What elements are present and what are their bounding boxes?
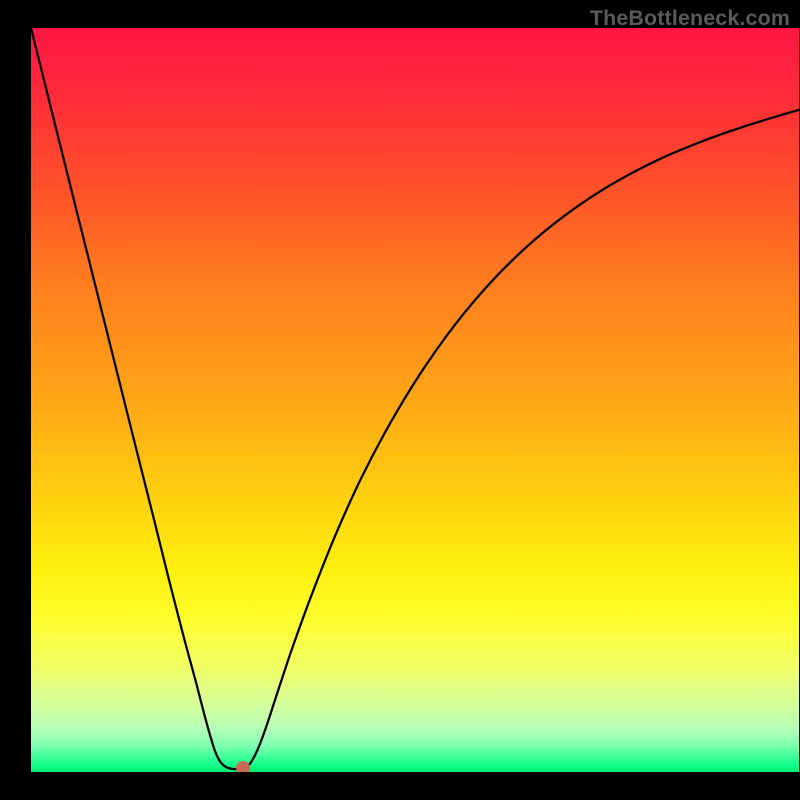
figure-root: TheBottleneck.com	[0, 0, 800, 800]
watermark-text: TheBottleneck.com	[590, 6, 790, 31]
bottleneck-curve-path	[31, 28, 799, 769]
bottleneck-curve	[31, 28, 799, 772]
plot-area	[31, 28, 799, 772]
valley-marker	[236, 761, 250, 772]
